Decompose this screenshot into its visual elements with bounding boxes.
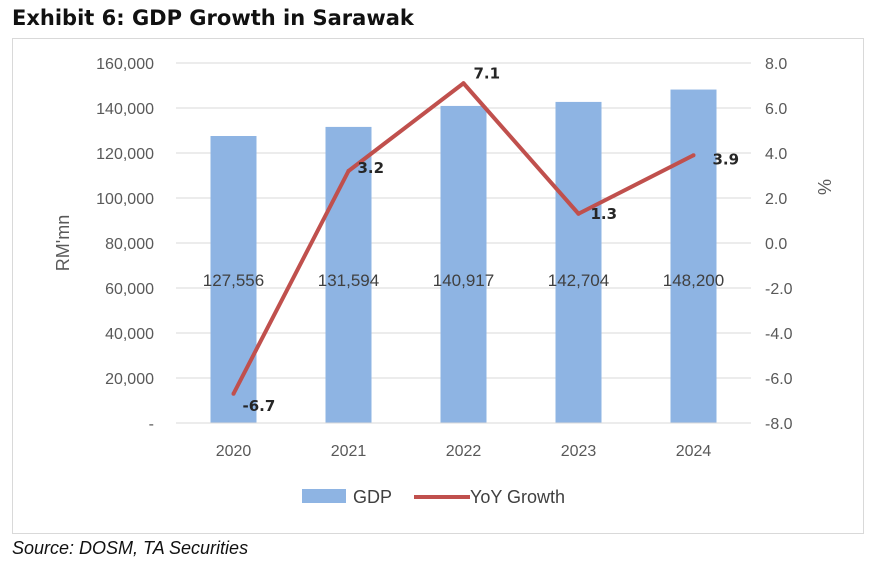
y-right-tick-label: 0.0 [765,236,787,253]
gdp-bar [555,101,602,423]
x-tick-label: 2022 [446,443,482,460]
y-left-tick-label: 140,000 [96,101,154,118]
legend-growth-label: YoY Growth [470,487,565,507]
yoy-growth-label: 3.2 [358,159,385,177]
gdp-bar [440,105,487,423]
yoy-growth-label: 1.3 [591,205,618,223]
y-left-tick-label: - [149,416,154,433]
yoy-growth-labels: -6.7 3.2 7.1 1.3 3.9 [243,64,740,415]
gdp-bar-label: 140,917 [433,271,494,290]
yoy-growth-point [576,211,581,216]
y-right-tick-label: 2.0 [765,191,787,208]
yoy-growth-label: 3.9 [713,150,740,168]
gdp-bar-labels: 127,556 131,594 140,917 142,704 148,200 [203,271,724,290]
yoy-growth-point [231,391,236,396]
gdp-bar-label: 127,556 [203,271,264,290]
y-left-axis-title: RM'mn [53,215,73,271]
x-tick-label: 2020 [216,443,252,460]
y-left-tick-label: 160,000 [96,56,154,73]
x-tick-label: 2023 [561,443,597,460]
y-right-tick-label: 8.0 [765,56,787,73]
gdp-bar [325,126,372,423]
y-left-tick-label: 20,000 [105,371,154,388]
y-right-tick-label: 6.0 [765,101,787,118]
y-left-tick-label: 120,000 [96,146,154,163]
chart-frame [12,38,864,534]
axes: - 20,000 40,000 60,000 80,000 100,000 120,000 1… [53,56,834,460]
y-right-tick-label: -2.0 [765,281,793,298]
gdp-bars [210,89,717,424]
legend-gdp-swatch [302,489,346,503]
yoy-growth-point [691,153,696,158]
yoy-growth-point [461,81,466,86]
y-left-tick-label: 80,000 [105,236,154,253]
y-right-tick-label: 4.0 [765,146,787,163]
y-right-tick-label: -4.0 [765,326,793,343]
yoy-growth-label: 7.1 [474,64,501,82]
y-left-tick-label: 100,000 [96,191,154,208]
gdp-bar-label: 142,704 [548,271,609,290]
gdp-bar [670,89,717,424]
yoy-growth-point [346,169,351,173]
y-right-axis-title: % [814,179,834,195]
y-right-tick-label: -8.0 [765,416,793,433]
legend: GDP YoY Growth [302,487,565,507]
gdp-bar-label: 148,200 [663,271,724,290]
legend-gdp-label: GDP [353,487,392,507]
x-tick-label: 2024 [676,443,712,460]
gdp-bar-label: 131,594 [318,271,379,290]
yoy-growth-line [231,81,696,396]
gdp-bar [210,135,257,423]
x-tick-label: 2021 [331,443,367,460]
exhibit-title: Exhibit 6: GDP Growth in Sarawak [12,6,414,30]
y-left-tick-label: 60,000 [105,281,154,298]
source-note: Source: DOSM, TA Securities [12,538,249,558]
y-right-tick-label: -6.0 [765,371,793,388]
yoy-growth-label: -6.7 [243,397,276,415]
y-left-tick-label: 40,000 [105,326,154,343]
